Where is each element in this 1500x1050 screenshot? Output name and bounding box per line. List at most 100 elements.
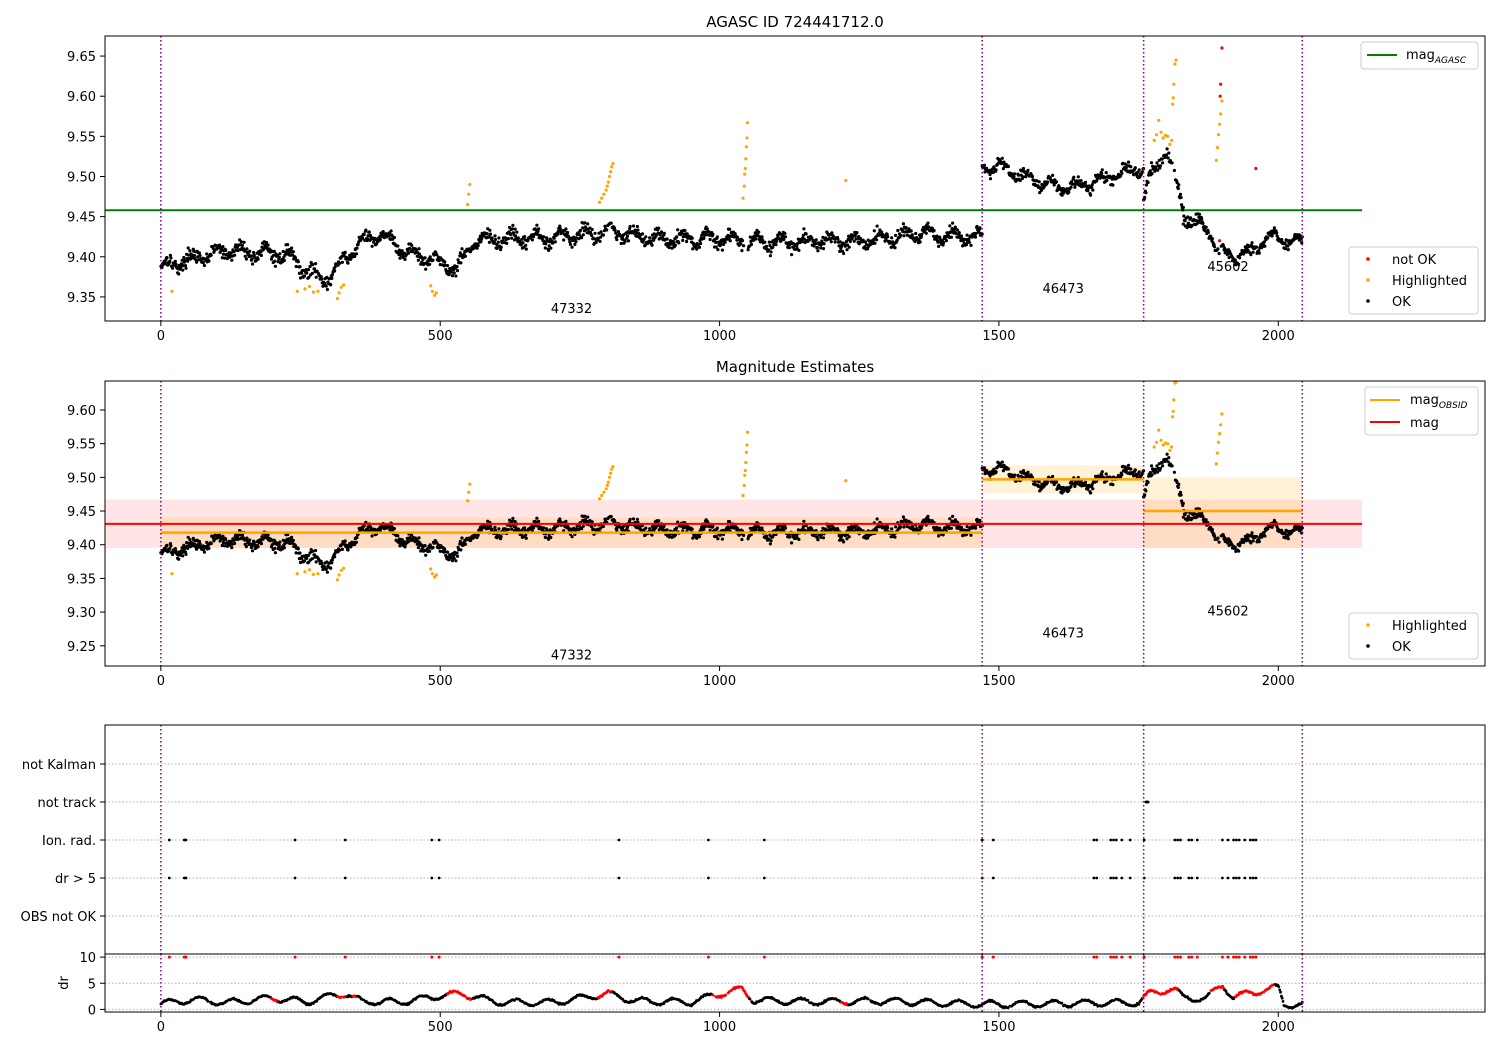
data-point-ok <box>719 242 723 246</box>
data-point-ok <box>488 232 493 236</box>
flag-point <box>1248 838 1252 842</box>
data-point-ok <box>1120 171 1124 175</box>
data-point-ok <box>775 239 779 243</box>
data-point-ok <box>488 228 492 232</box>
data-point-highlighted <box>1219 112 1223 116</box>
data-point-ok <box>1016 173 1021 177</box>
data-point-ok <box>325 287 329 292</box>
data-point-ok <box>454 559 458 563</box>
y-tick-label: 9.25 <box>67 640 96 655</box>
data-point-ok <box>408 536 412 540</box>
y-tick-label: 9.35 <box>67 291 96 306</box>
data-point-ok <box>769 250 773 254</box>
data-point-ok <box>288 541 292 546</box>
flag-point <box>1195 876 1199 880</box>
data-point-ok <box>543 246 547 250</box>
data-point-ok <box>480 528 484 532</box>
data-point-ok <box>294 264 298 269</box>
data-point-ok <box>545 237 549 241</box>
data-point-ok <box>685 239 689 244</box>
data-point-ok <box>740 239 745 243</box>
data-point-highlighted <box>1168 448 1172 452</box>
data-point-ok <box>487 240 491 244</box>
data-point-ok <box>890 527 894 531</box>
data-point-ok <box>1038 191 1042 195</box>
data-point-ok <box>447 558 451 562</box>
data-point-ok <box>333 555 337 559</box>
data-point-highlighted <box>1218 122 1222 126</box>
data-point-ok <box>754 528 758 532</box>
data-point-ok <box>573 242 577 246</box>
data-point-highlighted <box>611 465 615 469</box>
data-point-ok <box>586 222 590 226</box>
data-point-ok <box>973 526 978 530</box>
data-point-ok <box>362 524 366 528</box>
data-point-ok <box>205 540 209 545</box>
data-point-ok <box>1262 240 1266 244</box>
legend-sub-obsid: OBSID <box>1439 401 1468 411</box>
data-point-highlighted <box>605 184 609 188</box>
data-point-ok <box>1213 534 1217 539</box>
data-point-ok <box>1285 238 1289 243</box>
data-point-ok <box>845 248 849 252</box>
data-point-ok <box>455 265 459 269</box>
data-point-ok <box>720 248 725 252</box>
data-point-highlighted <box>745 121 750 125</box>
data-point-ok <box>920 232 924 236</box>
data-point-ok <box>1237 262 1241 266</box>
data-point-ok <box>207 259 211 263</box>
data-point-ok <box>1164 457 1169 461</box>
data-point-ok <box>553 240 557 244</box>
legend-agasc-status: not OK Highlighted OK <box>1348 246 1479 315</box>
data-point-ok <box>644 526 648 530</box>
flag-point <box>1254 876 1258 880</box>
data-point-not-ok <box>1220 46 1224 50</box>
data-point-ok <box>665 528 669 532</box>
data-point-ok <box>873 241 877 245</box>
obsid-label: 45602 <box>1207 604 1248 619</box>
data-point-ok <box>838 538 842 542</box>
data-point-ok <box>450 559 455 563</box>
data-point-ok <box>165 543 169 548</box>
y-tick-label: 9.45 <box>67 211 96 226</box>
data-point-ok <box>1164 153 1169 157</box>
legend-label-mag-total: mag <box>1410 416 1439 431</box>
data-point-ok <box>1161 464 1165 468</box>
flag-category-label: Ion. rad. <box>42 834 96 849</box>
data-point-ok <box>173 259 177 263</box>
data-point-ok <box>910 233 914 237</box>
data-point-ok <box>1233 545 1237 550</box>
data-point-highlighted <box>602 490 606 494</box>
flag-point <box>707 838 710 842</box>
data-point-ok <box>821 536 826 540</box>
data-point-ok <box>490 236 494 240</box>
data-point-ok <box>581 524 585 528</box>
data-point-ok <box>1144 191 1148 195</box>
data-point-ok <box>438 263 442 267</box>
data-point-ok <box>1051 474 1055 479</box>
data-point-ok <box>923 228 927 232</box>
data-point-ok <box>278 252 282 256</box>
data-point-highlighted <box>1161 136 1165 140</box>
data-point-ok <box>956 228 960 232</box>
data-point-highlighted <box>1154 133 1159 137</box>
data-point-ok <box>372 240 376 244</box>
data-point-ok <box>499 248 503 252</box>
data-point-ok <box>223 544 227 548</box>
data-point-ok <box>1283 241 1287 245</box>
data-point-ok <box>186 246 190 250</box>
data-point-ok <box>242 240 246 244</box>
data-point-ok <box>797 248 801 252</box>
data-point-ok <box>774 243 778 247</box>
data-point-ok <box>819 246 823 250</box>
data-point-ok <box>549 535 553 540</box>
data-point-ok <box>978 518 982 523</box>
data-point-ok <box>726 233 730 238</box>
data-point-highlighted <box>744 145 749 149</box>
data-point-ok <box>511 516 515 521</box>
data-point-ok <box>398 256 402 260</box>
data-point-ok <box>454 274 458 278</box>
data-point-ok <box>552 527 556 531</box>
data-point-ok <box>965 524 969 529</box>
data-point-ok <box>893 535 897 539</box>
